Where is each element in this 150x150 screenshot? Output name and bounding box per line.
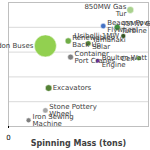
svg-text:Usibelli 1MW: Usibelli 1MW — [74, 32, 119, 40]
svg-text:Boulton WattEngine: Boulton WattEngine — [102, 54, 148, 69]
svg-text:0: 0 — [6, 134, 10, 142]
svg-text:Excavators: Excavators — [53, 84, 92, 92]
svg-text:Spinning Mass (tons): Spinning Mass (tons) — [31, 139, 126, 148]
svg-text:45MW GasTurbine: 45MW GasTurbine — [120, 20, 150, 35]
svg-text:don Buses: don Buses — [0, 42, 34, 50]
svg-text:Cen: Cen — [121, 55, 135, 63]
svg-text:Iron SewingMachine: Iron SewingMachine — [33, 113, 74, 128]
svg-text:850MW GasTur: 850MW GasTur — [84, 3, 126, 18]
